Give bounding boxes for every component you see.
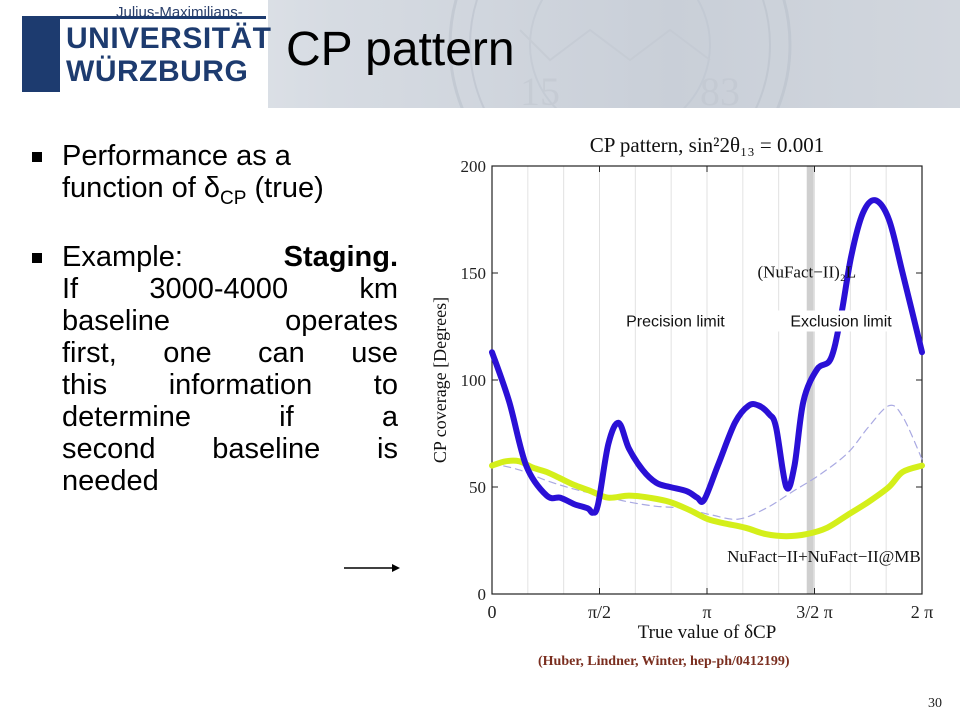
bullet-2-line-1: Example: Staging. [62, 241, 398, 273]
page-number: 30 [928, 696, 942, 711]
arrow-icon [344, 564, 400, 572]
bullet-marker [32, 152, 42, 162]
bullet-1-subscript: CP [220, 188, 247, 209]
annotation-precision-limit: Precision limit [626, 314, 725, 331]
logo-line-1: UNIVERSITÄT [66, 22, 272, 55]
svg-text:15: 15 [520, 69, 560, 108]
bullet-2-line-8: needed [62, 465, 159, 497]
svg-text:83: 83 [700, 69, 740, 108]
bullet-1-line-1: Performance as a [62, 140, 291, 172]
y-tick-label: 150 [461, 264, 487, 283]
bullet-2-line-2: If 3000-4000 km [62, 273, 398, 305]
bullet-list: Performance as a function of δCP (true) … [28, 140, 398, 523]
bullet-1-text-pre: function of δ [62, 172, 221, 204]
citation: (Huber, Lindner, Winter, hep-ph/0412199) [538, 654, 790, 669]
y-tick-label: 0 [478, 585, 487, 604]
annotation-nufact-mb: NuFact−II+NuFact−II@MB [727, 547, 921, 566]
x-tick-label: 2 π [911, 602, 934, 622]
bullet-1-line-2: function of δCP (true) [62, 172, 398, 215]
annotation-background [777, 310, 906, 332]
logo-rule [60, 16, 266, 19]
series-nufact-2l-line [489, 197, 925, 516]
bullet-2-line-4: first, one can use [62, 337, 398, 369]
university-logo: Julius-Maximilians- UNIVERSITÄT WÜRZBURG [0, 0, 271, 108]
bullet-example: Example: Staging. If 3000-4000 km baseli… [28, 241, 398, 497]
x-tick-label: π/2 [588, 602, 611, 622]
logo-line-2: WÜRZBURG [66, 55, 249, 88]
series-nufact-mb-line [489, 457, 925, 540]
university-seal-watermark: 15 83 [448, 0, 792, 108]
chart-svg: 0 50 100 150 200 0 π/2 π 3/2 π 2 π CP pattern, sin… [430, 133, 934, 643]
bullet-1-text-post: (true) [246, 172, 324, 204]
bullet-2-line-7: second baseline is [62, 433, 398, 465]
bullet-2-prefix: Example: [62, 241, 284, 273]
series-reference-dashed-line [491, 404, 923, 520]
bullet-2-line-3: baseline operates [62, 305, 398, 337]
slide-header: 15 83 Julius-Maximilians- UNIVERSITÄT WÜ… [0, 0, 960, 108]
annotation-exclusion-limit: Exclusion limit [790, 314, 892, 331]
x-tick-label: 0 [488, 602, 497, 622]
bullet-performance: Performance as a function of δCP (true) [28, 140, 398, 215]
bullet-2-line-5: this information to [62, 369, 398, 401]
x-tick-label: 3/2 π [796, 602, 833, 622]
cp-pattern-chart: 0 50 100 150 200 0 π/2 π 3/2 π 2 π CP pattern, sin… [424, 128, 934, 653]
annotation-nufact-2l: (NuFact−II)₂L [758, 262, 857, 281]
y-axis-label: CP coverage [Degrees] [430, 297, 450, 463]
bullet-marker [32, 253, 42, 263]
bullet-2-line-6: determine if a [62, 401, 398, 433]
y-tick-label: 100 [461, 371, 487, 390]
x-tick-label: π [702, 602, 711, 622]
bullet-2-bold: Staging. [283, 241, 398, 273]
logo-bar [22, 16, 60, 92]
chart-title: CP pattern, sin²2θ₁₃ = 0.001 [590, 133, 825, 157]
y-tick-label: 50 [469, 478, 486, 497]
x-axis-label: True value of δCP [638, 622, 777, 643]
slide-title: CP pattern [286, 23, 515, 76]
y-tick-label: 200 [461, 157, 487, 176]
